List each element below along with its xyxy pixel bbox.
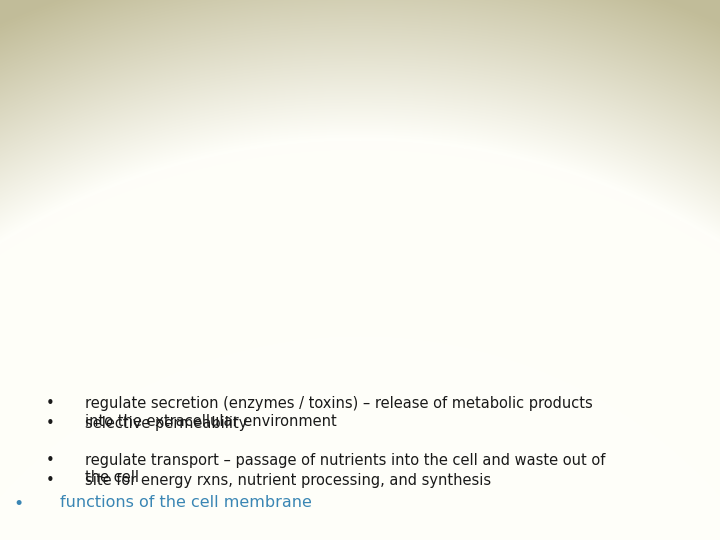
Text: •: • (45, 453, 55, 468)
Text: •: • (13, 495, 23, 513)
Text: regulate transport – passage of nutrients into the cell and waste out of
the cel: regulate transport – passage of nutrient… (85, 453, 606, 485)
Text: site for energy rxns, nutrient processing, and synthesis: site for energy rxns, nutrient processin… (85, 473, 491, 488)
Text: •: • (45, 396, 55, 411)
Text: selective permeability: selective permeability (85, 416, 248, 431)
Text: regulate secretion (enzymes / toxins) – release of metabolic products
into the e: regulate secretion (enzymes / toxins) – … (85, 396, 593, 429)
Text: functions of the cell membrane: functions of the cell membrane (60, 495, 312, 510)
Text: •: • (45, 473, 55, 488)
Text: •: • (45, 416, 55, 431)
